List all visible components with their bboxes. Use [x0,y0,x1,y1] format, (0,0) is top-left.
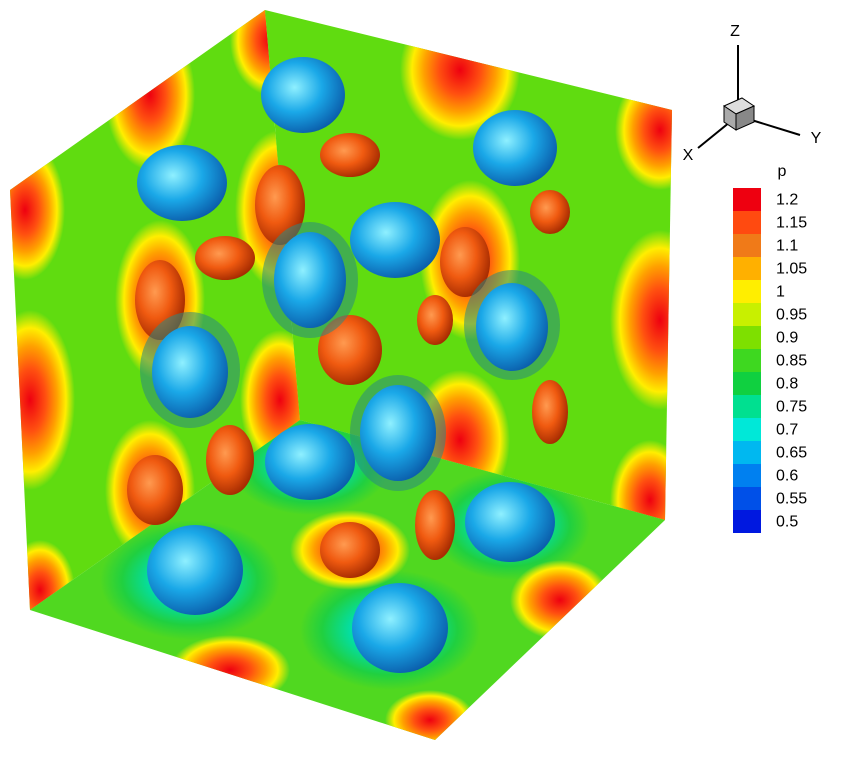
legend-label: 0.55 [776,491,807,508]
legend: 1.2 1.15 1.1 1.05 1 0.95 0.9 0.85 0.8 0.75 0.7 0.65… [733,188,807,533]
blob [137,145,227,221]
blob [473,110,557,186]
blob [360,385,436,481]
blob [417,295,453,345]
legend-swatch [733,487,761,510]
x-label: X [683,147,694,164]
blob [255,165,305,245]
legend-label: 1 [776,284,785,301]
blob [152,326,228,418]
legend-swatch [733,234,761,257]
legend-swatch [733,372,761,395]
legend-swatch [733,441,761,464]
legend-label: 0.6 [776,468,798,485]
blob [530,190,570,234]
contour [170,635,290,705]
legend-swatch [733,326,761,349]
legend-label: 1.05 [776,261,807,278]
legend-label: 0.8 [776,376,798,393]
legend-label: 1.1 [776,238,798,255]
blob [195,236,255,280]
contour [615,70,672,190]
contour [10,140,65,280]
legend-swatch [733,464,761,487]
blob [127,455,183,525]
legend-label: 0.95 [776,307,807,324]
legend-swatch [733,211,761,234]
legend-label: 0.65 [776,445,807,462]
blob [465,482,555,562]
legend-label: 1.15 [776,215,807,232]
axis-triad [697,45,801,149]
legend-label: 1.2 [776,192,798,209]
y-label: Y [811,130,822,147]
blob [261,57,345,133]
legend-label: 0.85 [776,353,807,370]
isosurfaces [127,57,570,673]
x-axis [697,121,731,149]
blob [532,380,568,444]
blob [352,583,448,673]
blob [320,133,380,177]
blob [415,490,455,560]
legend-swatch [733,510,761,533]
blob [476,283,548,371]
legend-swatch [733,303,761,326]
contour [10,310,75,490]
contour [240,330,300,470]
legend-swatch [733,418,761,441]
contour [510,560,610,640]
legend-swatch [733,188,761,211]
z-label: Z [730,23,740,40]
blob [350,202,440,278]
contour [385,690,475,740]
blob [147,525,243,615]
triad-cube-right [735,105,755,131]
blob [440,227,490,297]
blob [265,424,355,500]
blob [318,315,382,385]
blob [274,232,346,328]
legend-label: 0.5 [776,514,798,531]
legend-label: 0.9 [776,330,798,347]
contour [610,230,672,410]
legend-swatch [733,349,761,372]
low-pressure-blobs [137,57,560,673]
legend-swatch [733,395,761,418]
legend-swatch [733,280,761,303]
legend-title: p [778,163,787,180]
blob [320,522,380,578]
legend-label: 0.75 [776,399,807,416]
legend-swatch [733,257,761,280]
blob [206,425,254,495]
legend-label: 0.7 [776,422,798,439]
